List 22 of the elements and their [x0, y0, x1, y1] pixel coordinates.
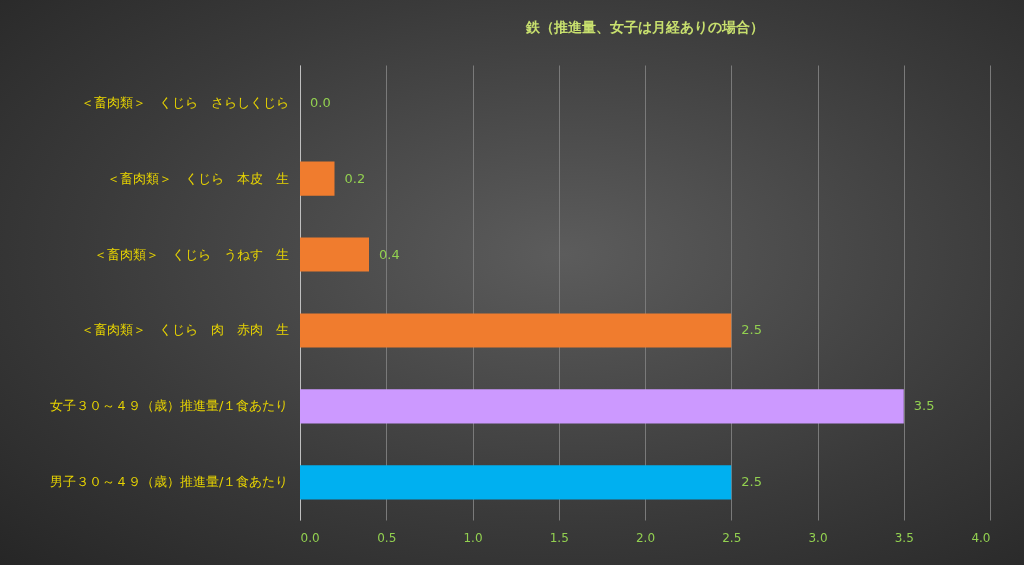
y-tick-label: ＜畜肉類＞ くじら 本皮 生: [106, 170, 289, 186]
data-label: 0.4: [379, 246, 400, 262]
x-tick-label: 0.0: [300, 530, 320, 545]
x-tick-label: 4.0: [971, 530, 991, 545]
x-tick-label: 0.5: [377, 530, 397, 545]
x-tick-label: 2.0: [635, 530, 656, 545]
x-tick-label: 3.0: [808, 530, 828, 545]
y-tick-label: 女子３０～４９（歳）推進量/１食あたり: [50, 398, 289, 414]
data-label: 2.5: [741, 322, 762, 338]
x-tick-label: 3.5: [894, 530, 914, 545]
x-tick-label: 2.5: [722, 530, 742, 545]
data-label: 0.0: [310, 94, 331, 110]
data-label: 3.5: [913, 398, 935, 414]
y-tick-label: 男子３０～４９（歳）推進量/１食あたり: [50, 474, 289, 490]
data-label: 0.2: [344, 170, 366, 186]
x-tick-label: 1.0: [463, 530, 483, 545]
x-tick-label: 1.5: [549, 530, 569, 545]
data-label: 2.5: [741, 474, 762, 490]
chart-title: 鉄（推進量、女子は月経ありの場合）: [525, 19, 764, 35]
y-tick-label: ＜畜肉類＞ くじら さらしくじら: [80, 94, 289, 110]
y-tick-label: ＜畜肉類＞ くじら うねす 生: [93, 246, 289, 262]
y-tick-label: ＜畜肉類＞ くじら 肉 赤肉 生: [80, 322, 289, 338]
